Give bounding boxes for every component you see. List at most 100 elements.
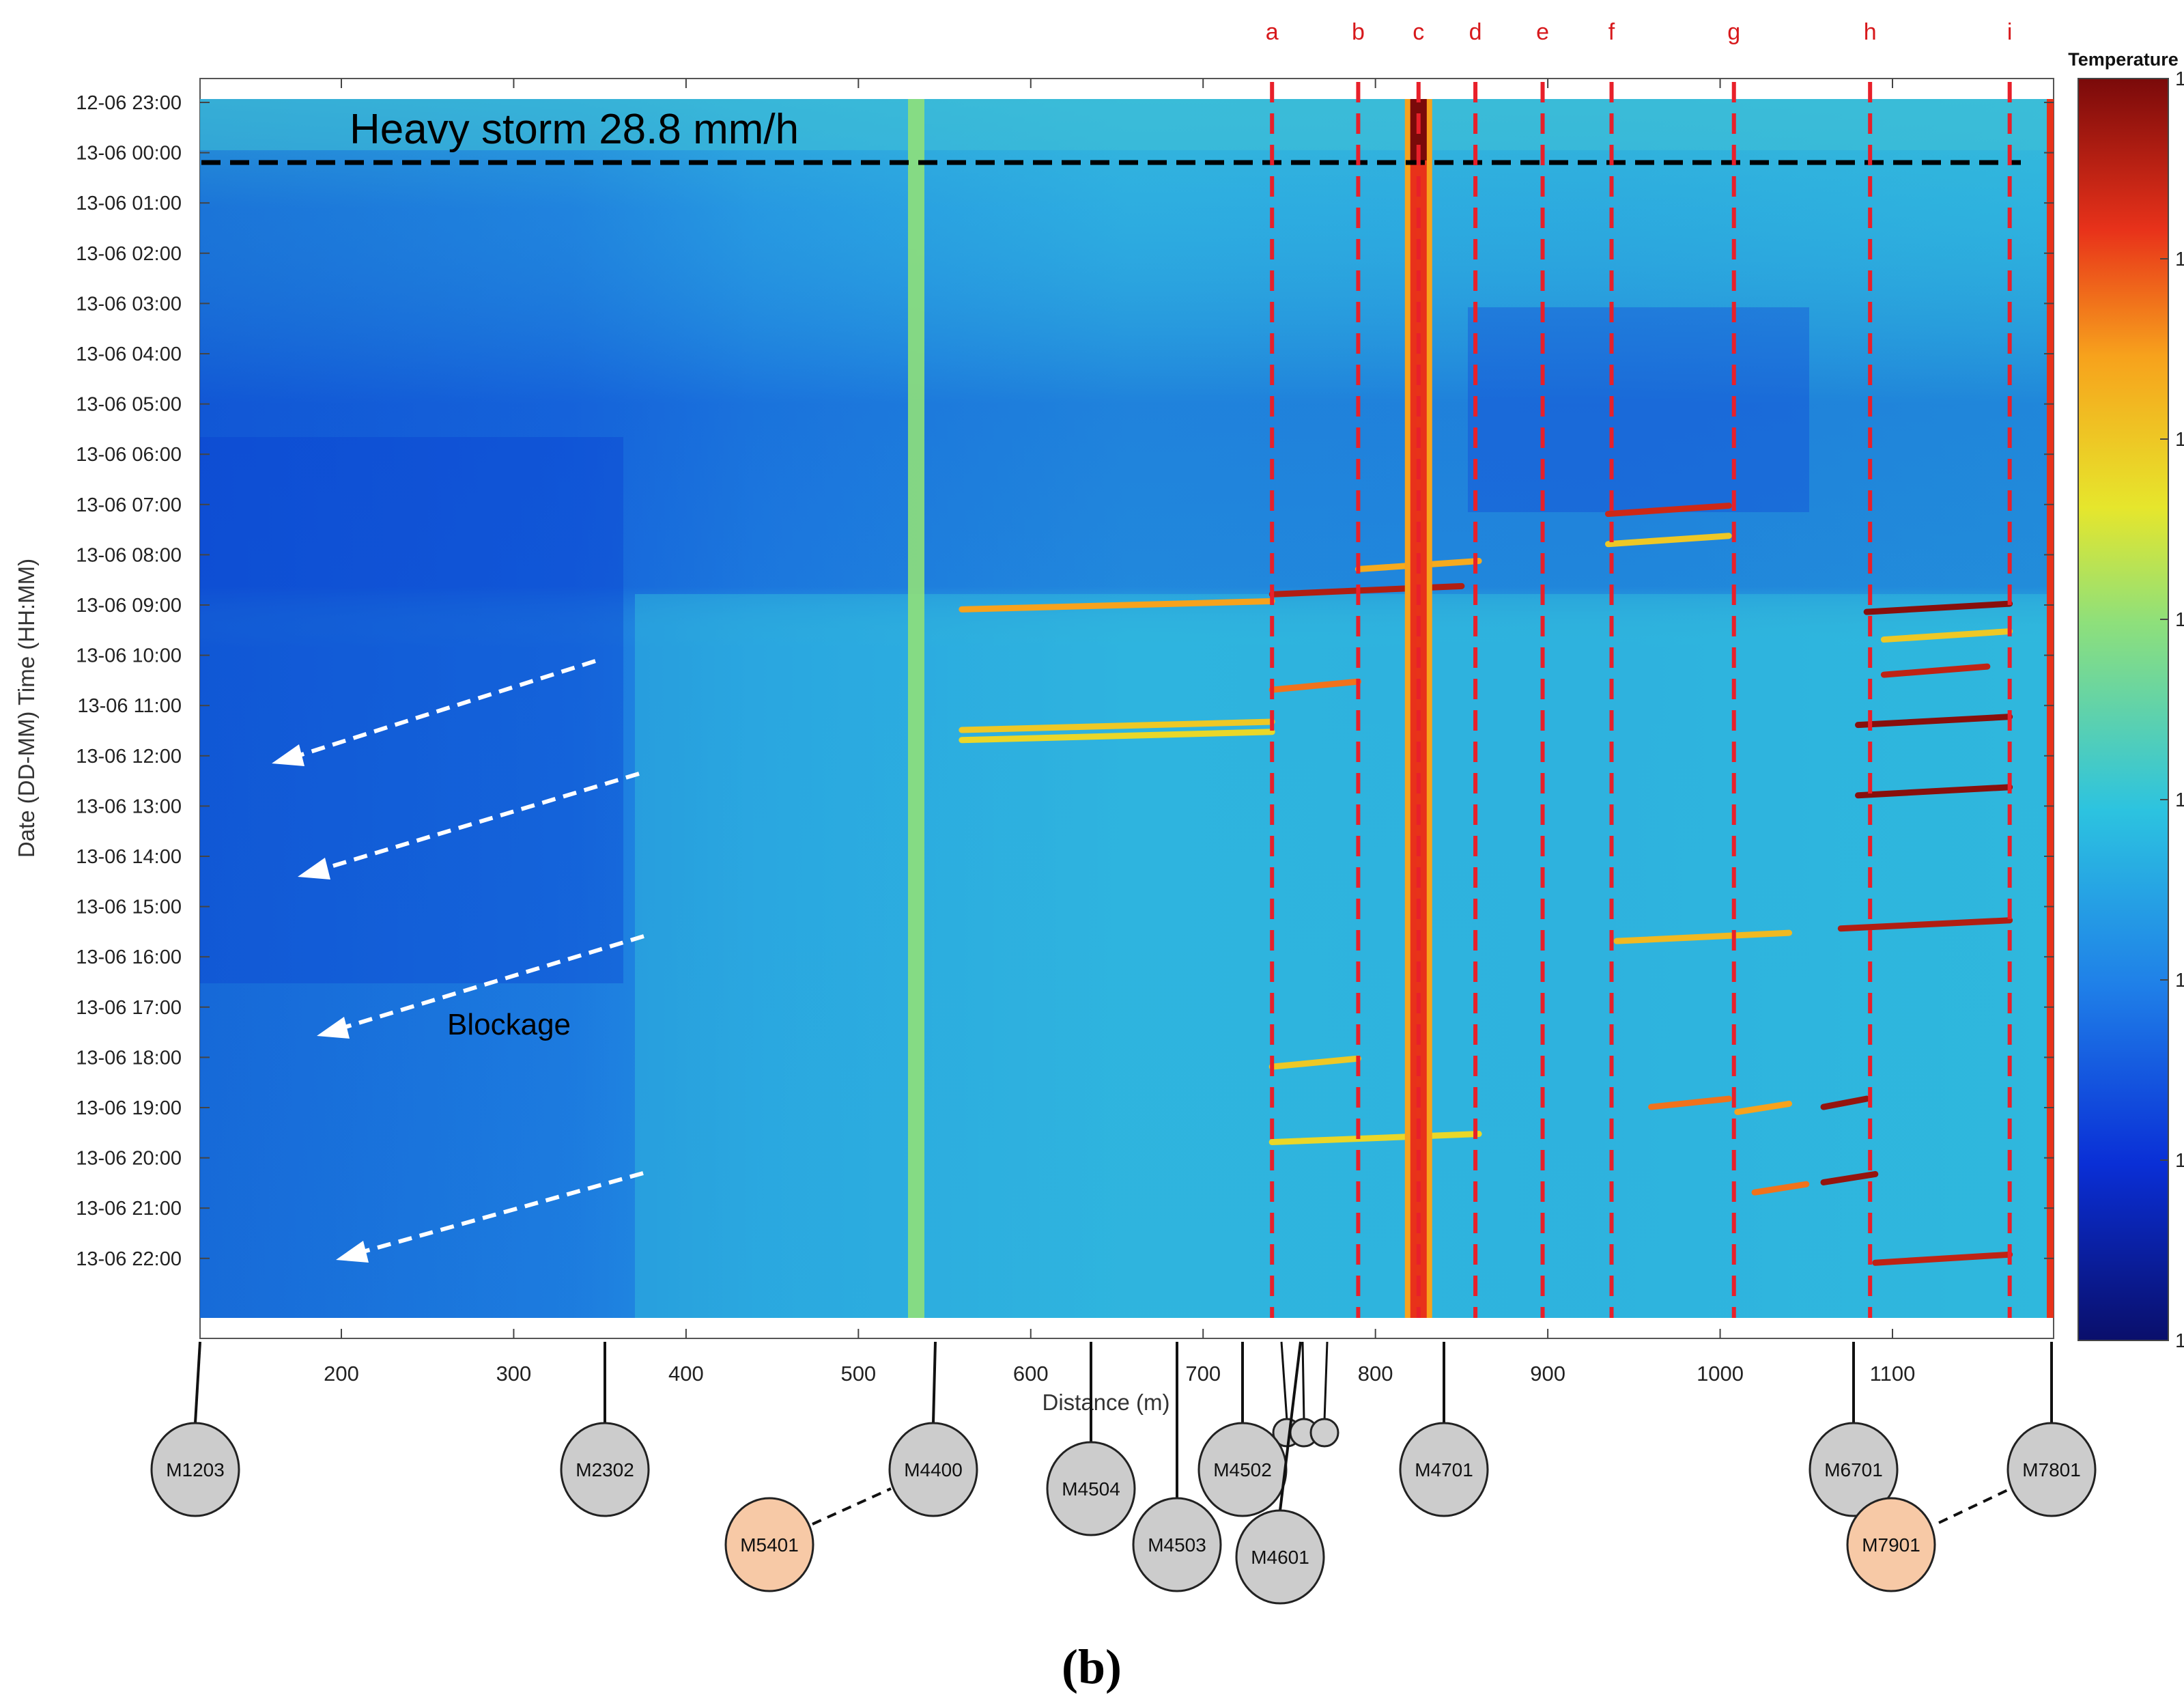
manhole-label: M4601 <box>1251 1547 1309 1568</box>
section-label-c: c <box>1413 19 1424 45</box>
manhole-node-m4400 <box>888 1422 978 1517</box>
manhole-diagram: M1203 M2302 M4400 M5401 M4504 M4503 M4502 M4601… <box>150 1341 2097 1605</box>
y-tick-label: 13-06 16:00 <box>76 946 182 968</box>
heat-regions <box>200 99 2054 1318</box>
x-tick-label: 600 <box>1013 1362 1049 1386</box>
hot-streak-11 <box>1268 678 1361 693</box>
blockage-arrow-2 <box>312 772 640 874</box>
manhole-node-m5401 <box>724 1497 814 1592</box>
manhole-node-m1203 <box>150 1422 240 1517</box>
hot-streak-4 <box>1604 503 1732 518</box>
manhole-dashed-link <box>812 1487 892 1526</box>
hot-streak-18 <box>1734 1100 1793 1115</box>
manhole-node-m6701 <box>1809 1422 1899 1517</box>
colorbar <box>2077 78 2169 1341</box>
colorbar-ticks: 11 12 13 14 15 16 17 18 <box>2160 68 2184 1352</box>
manhole-node-m4504 <box>1046 1441 1136 1536</box>
manhole-label: M4504 <box>1062 1478 1120 1500</box>
heat-region-cold-night <box>1468 307 1809 512</box>
section-lines: a b c d e f g h i <box>1266 19 2012 1318</box>
y-tick-label: 13-06 11:00 <box>77 695 182 717</box>
colorbar-tick-label: 11 <box>2175 1330 2184 1352</box>
manhole-link-small <box>1301 1341 1305 1421</box>
hot-streak-21 <box>1751 1181 1810 1196</box>
x-axis-title: Distance (m) <box>1042 1390 1169 1415</box>
manhole-label: M4400 <box>904 1459 963 1480</box>
hot-streak-15 <box>1613 929 1793 944</box>
x-tick-label: 400 <box>668 1362 704 1386</box>
colorbar-tick-label: 17 <box>2175 249 2184 270</box>
hot-streak-22 <box>1268 1131 1482 1146</box>
y-axis-ticks: 12-06 23:00 13-06 00:00 13-06 01:00 13-06 0… <box>76 92 2054 1270</box>
x-tick-label: 1100 <box>1870 1362 1916 1386</box>
y-tick-label: 13-06 17:00 <box>76 997 182 1019</box>
storm-annotation: Heavy storm 28.8 mm/h <box>350 106 799 153</box>
y-tick-label: 13-06 22:00 <box>76 1248 182 1270</box>
manhole-label: M4701 <box>1415 1459 1473 1480</box>
hot-streak-8 <box>1880 663 1991 678</box>
hot-column <box>1404 99 1432 1318</box>
manhole-link <box>194 1341 201 1424</box>
heatmap-time-shading <box>200 99 2054 1318</box>
blockage-annotation: Blockage <box>447 1008 571 1041</box>
hot-streak-19 <box>1820 1095 1870 1110</box>
section-label-g: g <box>1727 19 1740 45</box>
manhole-node-m4601 <box>1235 1509 1325 1605</box>
hot-streak-9 <box>1855 714 2013 729</box>
manhole-label: M7901 <box>1862 1534 1920 1556</box>
hot-streak-17 <box>1648 1095 1732 1110</box>
y-axis-title: Date (DD-MM) Time (HH:MM) <box>14 559 39 858</box>
manhole-label: M5401 <box>740 1534 799 1556</box>
y-tick-label: 13-06 14:00 <box>76 846 182 868</box>
x-tick-label: 200 <box>324 1362 359 1386</box>
colorbar-title: Temperature <box>2068 49 2179 70</box>
x-tick-label: 1000 <box>1697 1362 1744 1386</box>
blockage-arrow-4 <box>350 1171 644 1257</box>
manhole-node-m7801 <box>2006 1422 2097 1517</box>
section-label-d: d <box>1469 19 1482 45</box>
hot-streak-12 <box>959 718 1275 733</box>
blockage-arrowhead-4 <box>336 1241 369 1263</box>
y-tick-label: 13-06 19:00 <box>76 1097 182 1119</box>
y-tick-label: 13-06 07:00 <box>76 494 182 516</box>
manhole-node-m4701 <box>1399 1422 1489 1517</box>
blockage-arrow-3 <box>331 934 644 1033</box>
manhole-node-m2302 <box>560 1422 650 1517</box>
section-label-f: f <box>1608 19 1615 45</box>
y-tick-label: 13-06 10:00 <box>76 645 182 667</box>
y-tick-label: 13-06 12:00 <box>76 746 182 768</box>
manhole-link <box>932 1341 937 1424</box>
y-tick-label: 13-06 18:00 <box>76 1047 182 1069</box>
y-tick-label: 13-06 15:00 <box>76 897 182 918</box>
hot-streak-5 <box>1604 533 1732 548</box>
hot-streak-20 <box>1820 1170 1879 1185</box>
colorbar-tick-label: 12 <box>2175 1150 2184 1172</box>
manhole-link <box>1279 1341 1302 1511</box>
x-tick-label: 700 <box>1185 1362 1221 1386</box>
manhole-small <box>1309 1418 1339 1448</box>
x-tick-label: 900 <box>1530 1362 1565 1386</box>
colorbar-tick-label: 14 <box>2175 789 2184 811</box>
heatmap <box>200 99 2054 1318</box>
colorbar-tick-label: 13 <box>2175 970 2184 992</box>
blockage-arrowhead-2 <box>298 858 330 880</box>
colorbar-tick-label: 16 <box>2175 429 2184 451</box>
blockage-arrowhead-1 <box>272 744 304 766</box>
hot-streak-13 <box>959 729 1275 744</box>
y-tick-label: 13-06 09:00 <box>76 595 182 617</box>
section-label-b: b <box>1352 19 1365 45</box>
x-tick-label: 800 <box>1358 1362 1393 1386</box>
manhole-label: M4503 <box>1148 1534 1206 1556</box>
hot-streak-1 <box>959 598 1275 613</box>
y-tick-label: 13-06 02:00 <box>76 243 182 265</box>
y-tick-label: 13-06 20:00 <box>76 1148 182 1170</box>
y-tick-label: 13-06 04:00 <box>76 343 182 365</box>
manhole-dashed-link <box>1938 1487 2011 1524</box>
y-tick-label: 13-06 03:00 <box>76 293 182 315</box>
hot-streak-16 <box>1268 1055 1361 1070</box>
colorbar-tick-label: 18 <box>2175 68 2184 90</box>
y-tick-label: 13-06 06:00 <box>76 444 182 466</box>
hot-streak-23 <box>1872 1251 2013 1266</box>
manhole-link-small <box>1280 1341 1288 1421</box>
